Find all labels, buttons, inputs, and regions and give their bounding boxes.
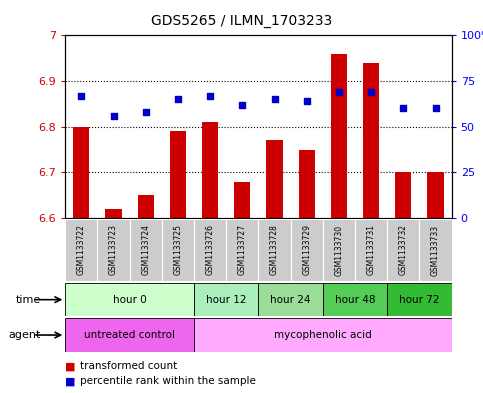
Bar xyxy=(258,219,291,281)
Text: GSM1133722: GSM1133722 xyxy=(77,224,86,275)
Bar xyxy=(323,283,387,316)
Point xyxy=(399,105,407,112)
Bar xyxy=(129,219,162,281)
Point xyxy=(206,92,214,99)
Point xyxy=(142,109,150,115)
Bar xyxy=(267,140,283,218)
Text: GSM1133730: GSM1133730 xyxy=(334,224,343,275)
Text: GSM1133724: GSM1133724 xyxy=(141,224,150,275)
Point xyxy=(174,96,182,103)
Bar xyxy=(202,122,218,218)
Bar xyxy=(298,150,315,218)
Bar xyxy=(234,182,250,218)
Bar xyxy=(331,54,347,218)
Point xyxy=(367,89,375,95)
Bar xyxy=(105,209,122,218)
Text: GSM1133727: GSM1133727 xyxy=(238,224,247,275)
Text: GSM1133723: GSM1133723 xyxy=(109,224,118,275)
Text: hour 0: hour 0 xyxy=(113,295,146,305)
Bar xyxy=(194,318,452,352)
Text: untreated control: untreated control xyxy=(84,330,175,340)
Point xyxy=(270,96,278,103)
Bar xyxy=(194,219,226,281)
Point xyxy=(110,113,117,119)
Text: time: time xyxy=(16,295,41,305)
Text: ■: ■ xyxy=(65,376,76,386)
Text: GSM1133728: GSM1133728 xyxy=(270,224,279,275)
Bar xyxy=(387,283,452,316)
Text: agent: agent xyxy=(9,330,41,340)
Point xyxy=(335,89,343,95)
Bar xyxy=(387,219,419,281)
Bar xyxy=(194,283,258,316)
Bar xyxy=(226,219,258,281)
Text: GSM1133726: GSM1133726 xyxy=(206,224,214,275)
Text: hour 48: hour 48 xyxy=(335,295,375,305)
Bar xyxy=(427,173,443,218)
Text: hour 12: hour 12 xyxy=(206,295,246,305)
Point xyxy=(432,105,440,112)
Point xyxy=(239,102,246,108)
Text: ■: ■ xyxy=(65,361,76,371)
Bar xyxy=(395,173,412,218)
Bar xyxy=(65,219,98,281)
Bar xyxy=(65,283,194,316)
Text: percentile rank within the sample: percentile rank within the sample xyxy=(80,376,256,386)
Bar xyxy=(291,219,323,281)
Text: GSM1133732: GSM1133732 xyxy=(399,224,408,275)
Bar xyxy=(355,219,387,281)
Text: transformed count: transformed count xyxy=(80,361,177,371)
Point xyxy=(303,98,311,104)
Bar xyxy=(98,219,129,281)
Bar xyxy=(73,127,89,218)
Bar xyxy=(138,195,154,218)
Bar xyxy=(419,219,452,281)
Bar xyxy=(323,219,355,281)
Text: GSM1133733: GSM1133733 xyxy=(431,224,440,275)
Bar xyxy=(363,63,379,218)
Bar xyxy=(65,318,194,352)
Text: hour 72: hour 72 xyxy=(399,295,440,305)
Text: mycophenolic acid: mycophenolic acid xyxy=(274,330,372,340)
Text: GDS5265 / ILMN_1703233: GDS5265 / ILMN_1703233 xyxy=(151,14,332,28)
Text: GSM1133729: GSM1133729 xyxy=(302,224,311,275)
Bar xyxy=(258,283,323,316)
Bar xyxy=(162,219,194,281)
Text: GSM1133725: GSM1133725 xyxy=(173,224,183,275)
Bar xyxy=(170,131,186,218)
Text: GSM1133731: GSM1133731 xyxy=(367,224,376,275)
Point xyxy=(77,92,85,99)
Text: hour 24: hour 24 xyxy=(270,295,311,305)
